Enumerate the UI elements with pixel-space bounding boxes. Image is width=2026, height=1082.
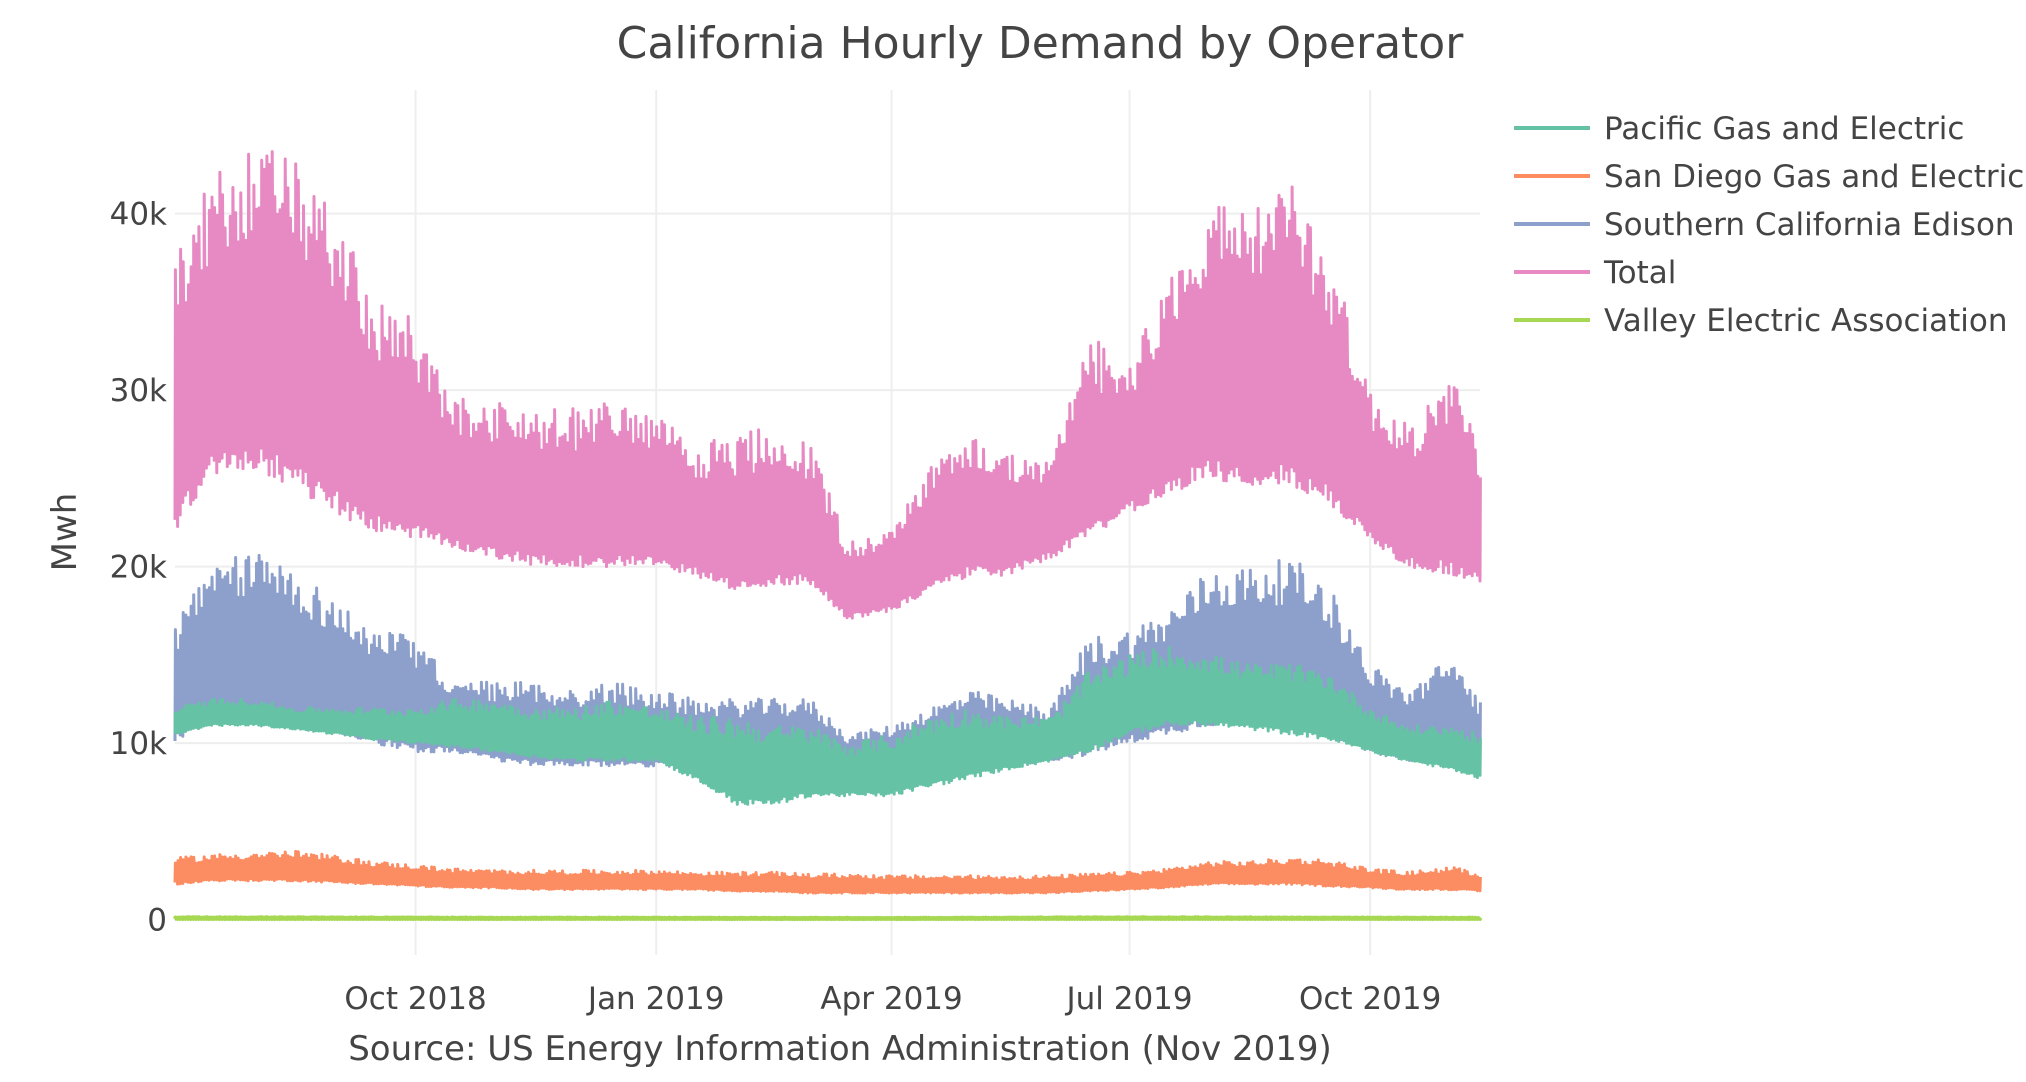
series-line-san-diego-gas-and-electric <box>175 851 1480 893</box>
x-tick-label: Oct 2018 <box>344 981 486 1017</box>
y-axis-ticks: 0 10k 20k 30k 40k <box>110 197 167 939</box>
y-axis-title: Mwh <box>45 493 85 572</box>
chart-title: California Hourly Demand by Operator <box>617 18 1465 69</box>
legend-entry: San Diego Gas and Electric <box>1604 159 2024 195</box>
legend-entry: Pacific Gas and Electric <box>1604 111 1964 147</box>
y-tick-label: 20k <box>110 550 167 586</box>
series-group <box>175 152 1480 919</box>
series-line-total <box>175 152 1480 618</box>
legend-entry: Valley Electric Association <box>1604 303 2008 339</box>
y-tick-label: 0 <box>147 903 167 939</box>
x-axis-ticks: Oct 2018 Jan 2019 Apr 2019 Jul 2019 Oct 2019 <box>344 981 1441 1017</box>
y-tick-label: 10k <box>110 726 167 762</box>
x-tick-label: Jan 2019 <box>586 981 725 1017</box>
legend-entry: Southern California Edison <box>1604 207 2015 243</box>
y-tick-label: 30k <box>110 373 167 409</box>
source-caption: Source: US Energy Information Administra… <box>348 1029 1332 1069</box>
legend: Pacific Gas and Electric San Diego Gas an… <box>1514 111 2024 339</box>
legend-entry: Total <box>1603 255 1676 291</box>
x-tick-label: Apr 2019 <box>820 981 962 1017</box>
y-tick-label: 40k <box>110 197 167 233</box>
x-tick-label: Oct 2019 <box>1299 981 1441 1017</box>
series-line-valley-electric-association <box>175 917 1480 919</box>
x-tick-label: Jul 2019 <box>1064 981 1192 1017</box>
